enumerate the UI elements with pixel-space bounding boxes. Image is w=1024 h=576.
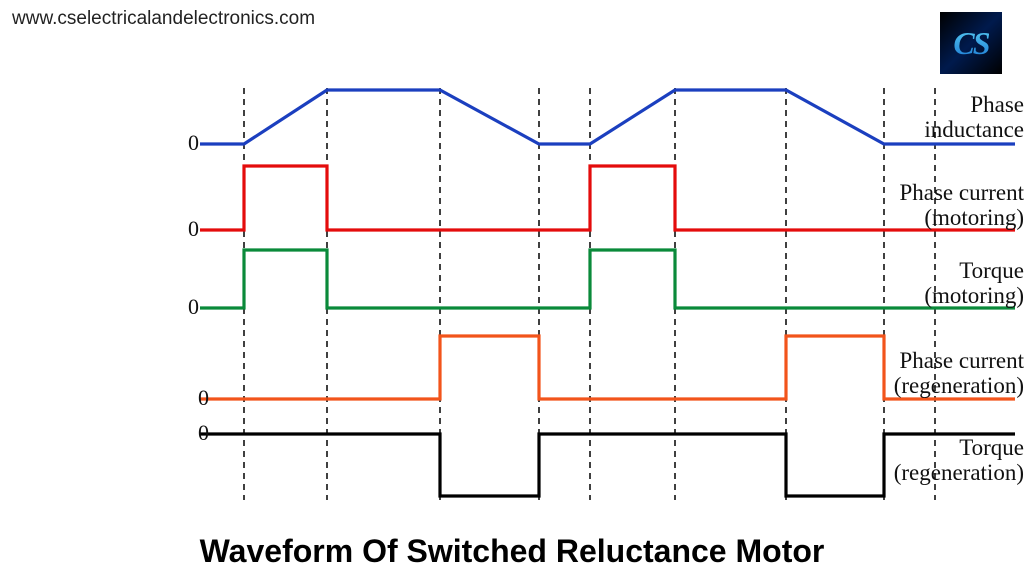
zero-label: 0: [198, 385, 209, 411]
zero-label: 0: [188, 130, 199, 156]
row-label: Phaseinductance: [834, 92, 1024, 143]
row-label: Torque(motoring): [834, 258, 1024, 309]
source-url: www.cselectricalandelectronics.com: [12, 8, 315, 30]
row-label: Phase current(motoring): [834, 180, 1024, 231]
waveform-chart: Phaseinductance 0 Phase current(motoring) 0…: [0, 40, 1024, 520]
zero-label: 0: [198, 420, 209, 446]
chart-title: Waveform Of Switched Reluctance Motor: [0, 533, 1024, 570]
row-label: Torque(regeneration): [834, 435, 1024, 486]
zero-label: 0: [188, 294, 199, 320]
zero-label: 0: [188, 216, 199, 242]
row-label: Phase current(regeneration): [834, 348, 1024, 399]
